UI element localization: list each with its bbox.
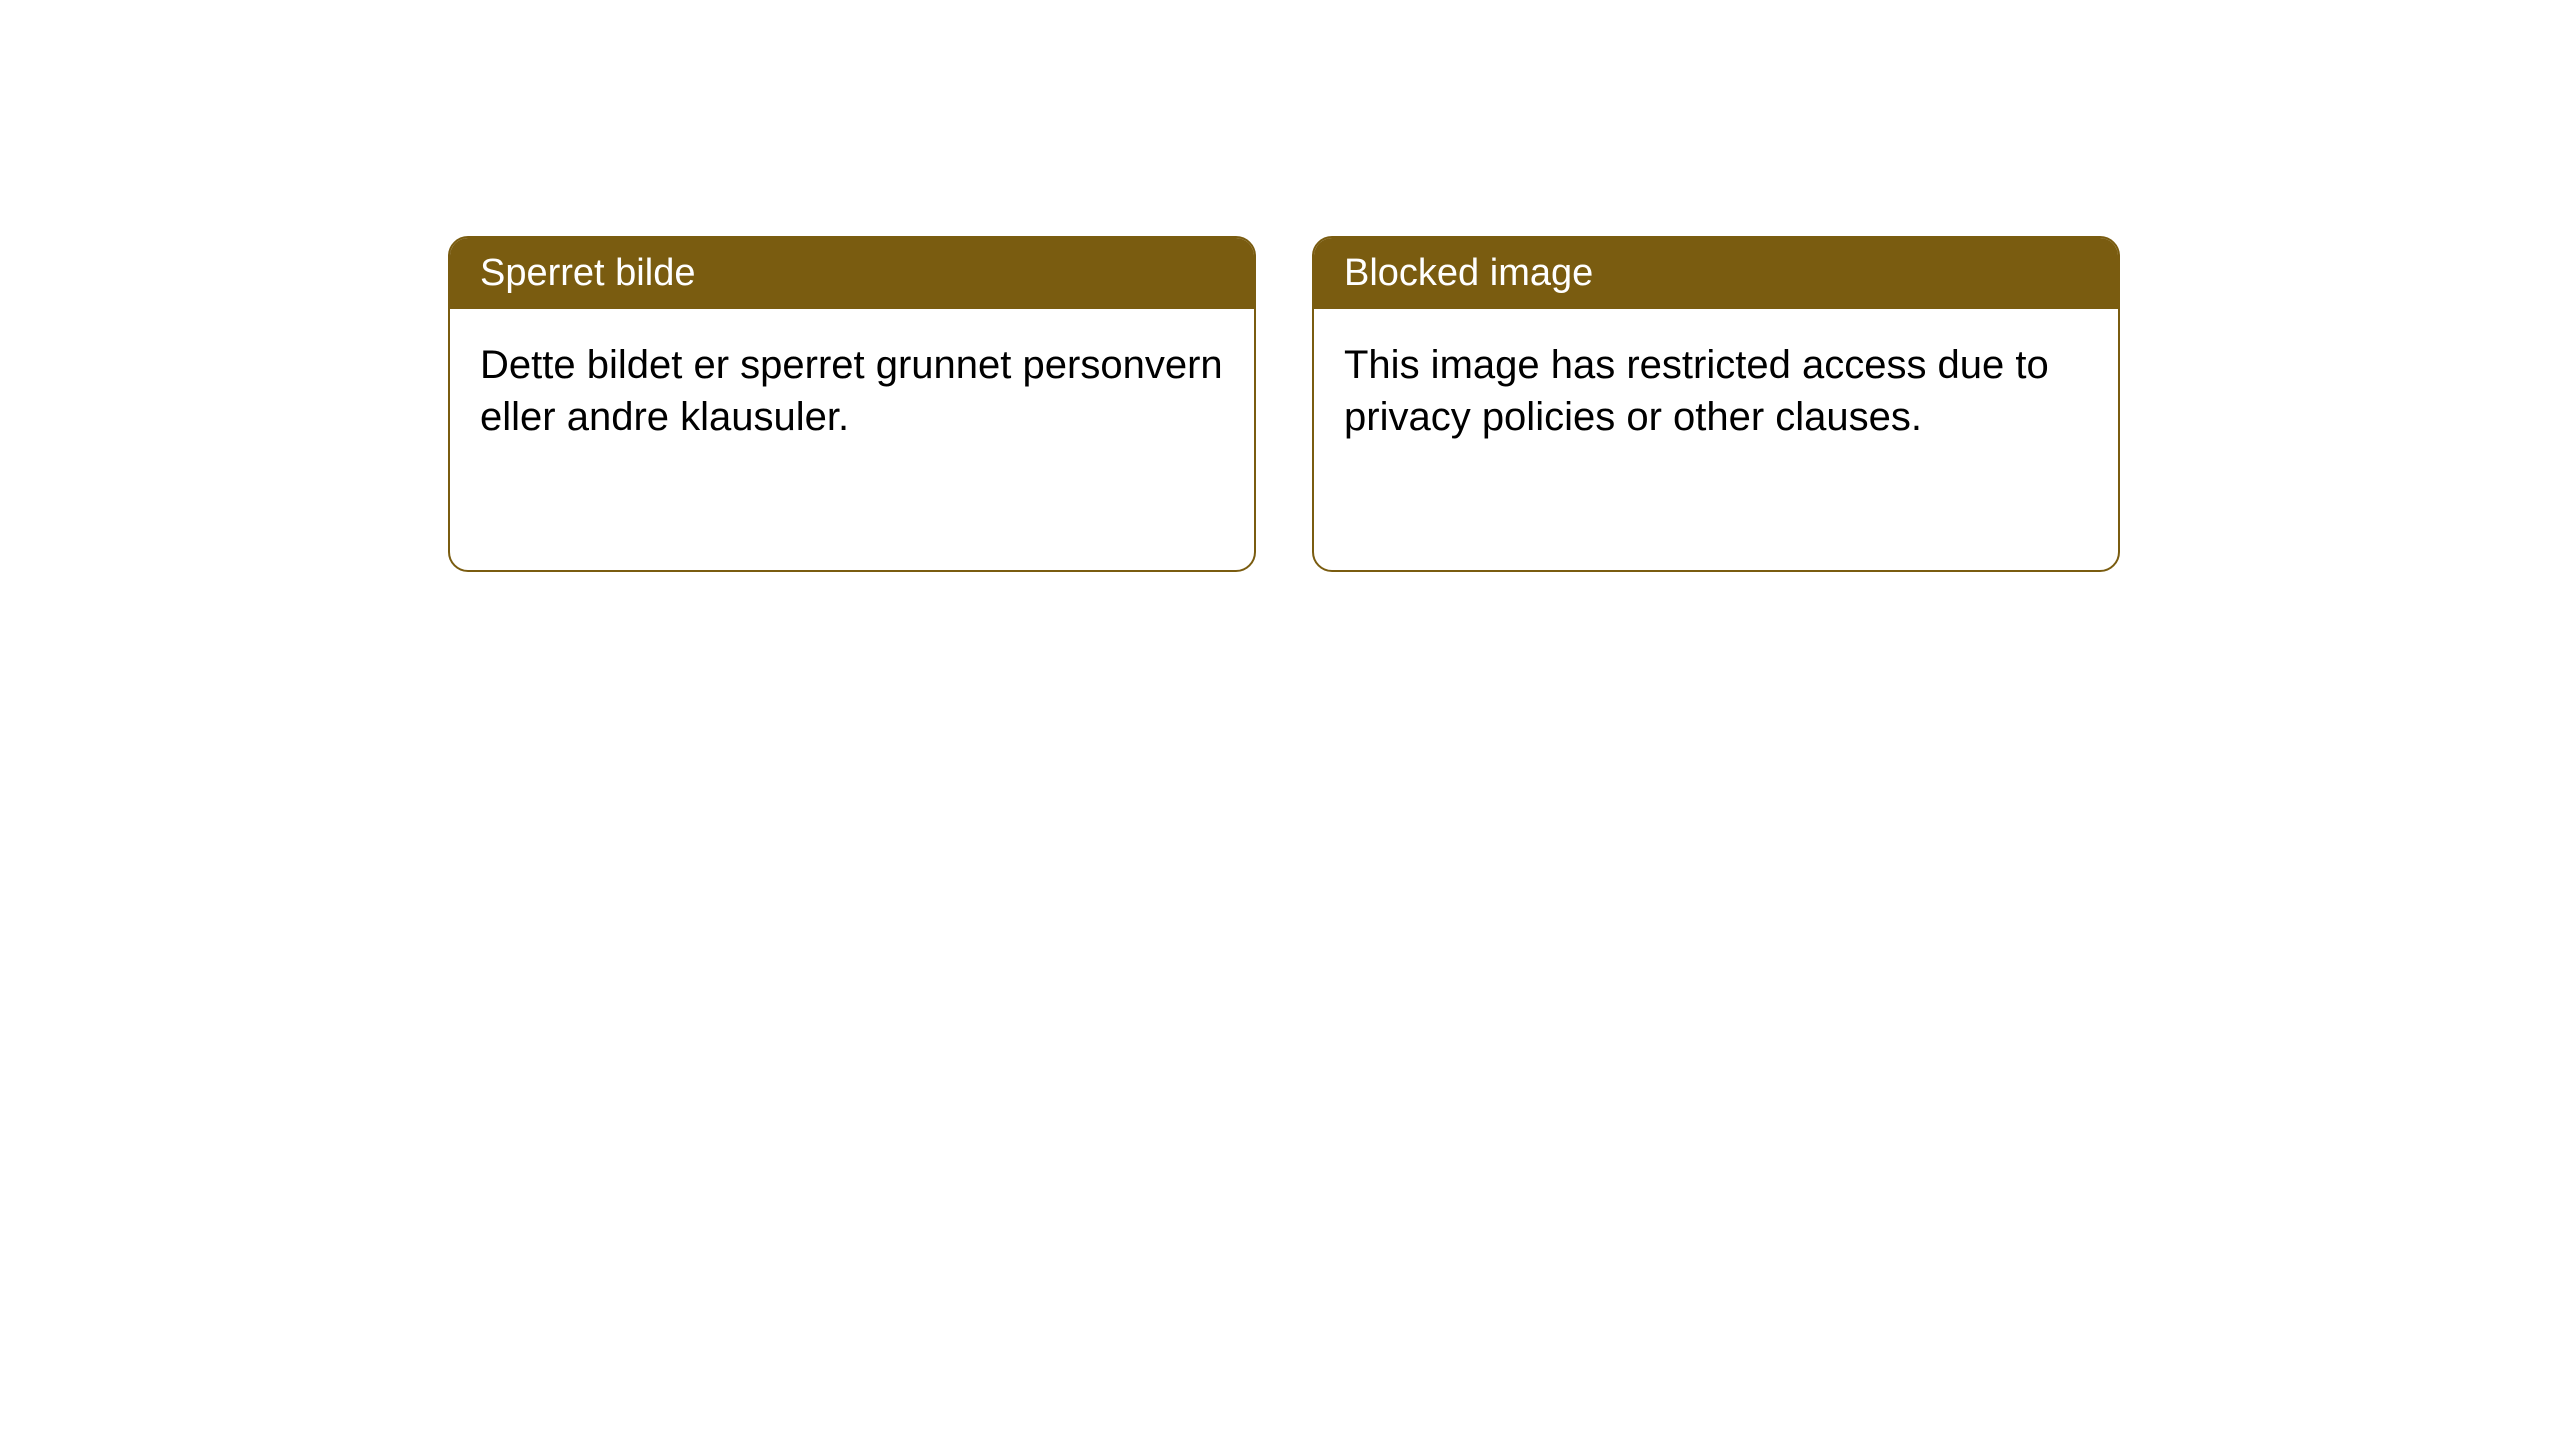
blocked-image-card-no: Sperret bilde Dette bildet er sperret gr… <box>448 236 1256 572</box>
card-title: Blocked image <box>1344 252 1593 294</box>
card-body: This image has restricted access due to … <box>1314 309 2118 473</box>
cards-container: Sperret bilde Dette bildet er sperret gr… <box>448 236 2560 572</box>
card-body-text: This image has restricted access due to … <box>1344 343 2049 439</box>
card-header: Sperret bilde <box>450 238 1254 309</box>
card-body: Dette bildet er sperret grunnet personve… <box>450 309 1254 473</box>
blocked-image-card-en: Blocked image This image has restricted … <box>1312 236 2120 572</box>
card-body-text: Dette bildet er sperret grunnet personve… <box>480 343 1223 439</box>
card-title: Sperret bilde <box>480 252 695 294</box>
card-header: Blocked image <box>1314 238 2118 309</box>
